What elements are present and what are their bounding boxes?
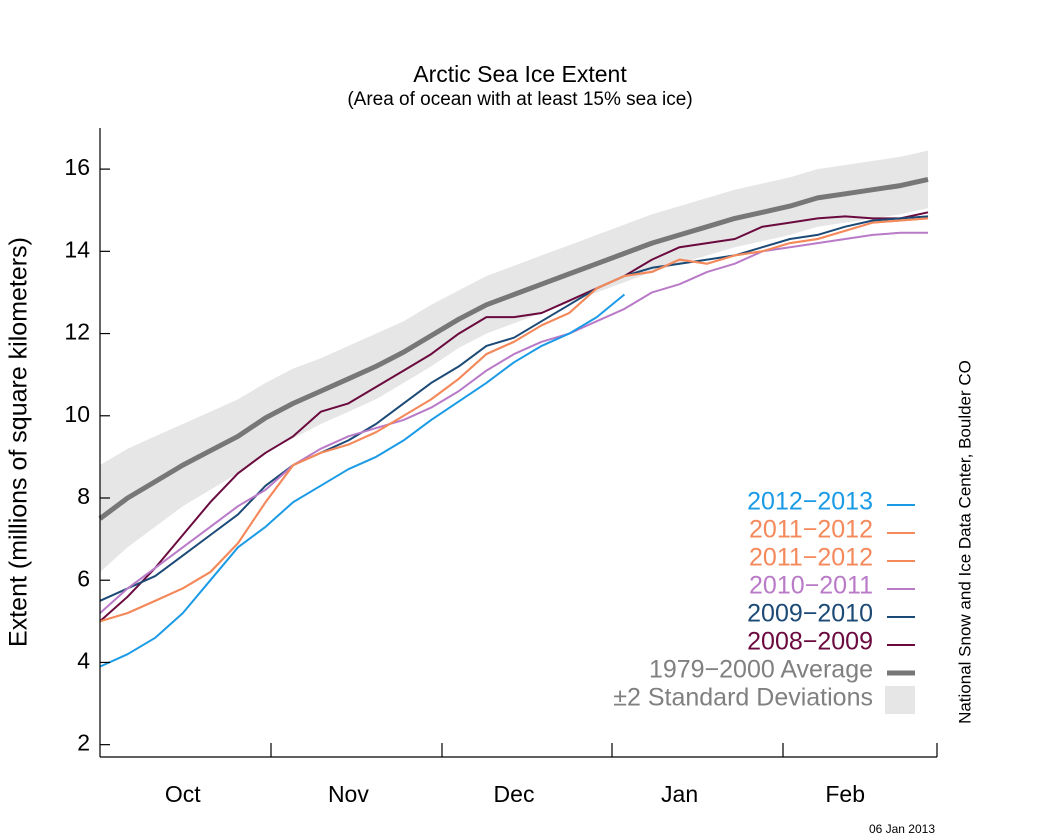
source-note: National Snow and Ice Data Center, Bould…	[955, 360, 974, 724]
y-tick-label: 12	[64, 319, 90, 345]
legend-label: 2009−2010	[747, 600, 873, 628]
legend-label: ±2 Standard Deviations	[613, 684, 873, 712]
chart-title: Arctic Sea Ice Extent	[413, 61, 627, 87]
chart-subtitle: (Area of ocean with at least 15% sea ice…	[347, 89, 692, 110]
legend-label: 2011−2012	[749, 516, 873, 544]
y-axis-label: Extent (millions of square kilometers)	[5, 237, 33, 647]
x-tick-label: Feb	[825, 781, 865, 807]
series-line	[99, 215, 929, 602]
y-tick-label: 10	[64, 401, 90, 427]
series-line	[98, 176, 929, 521]
legend-label: 2012−2013	[747, 488, 873, 516]
legend-label: 2011−2012	[749, 544, 873, 572]
y-tick-label: 8	[77, 483, 90, 509]
legend-label: 2010−2011	[749, 572, 873, 600]
series-line	[99, 217, 929, 623]
x-tick-label: Dec	[494, 781, 535, 807]
series-line	[99, 211, 929, 623]
y-tick-label: 2	[77, 730, 90, 756]
date-stamp: 06 Jan 2013	[869, 822, 935, 836]
y-tick-label: 4	[77, 648, 90, 674]
x-tick-label: Nov	[328, 781, 369, 807]
y-tick-label: 6	[77, 565, 90, 591]
x-tick-label: Oct	[165, 781, 201, 807]
series-line	[99, 293, 626, 668]
legend-label: 2008−2009	[747, 628, 873, 656]
plot-area	[98, 150, 929, 668]
y-tick-label: 16	[64, 154, 90, 180]
legend-label: 1979−2000 Average	[649, 656, 873, 684]
x-tick-label: Jan	[661, 781, 698, 807]
y-tick-label: 14	[64, 236, 90, 262]
series-line	[99, 231, 928, 614]
legend-swatch	[885, 686, 915, 714]
